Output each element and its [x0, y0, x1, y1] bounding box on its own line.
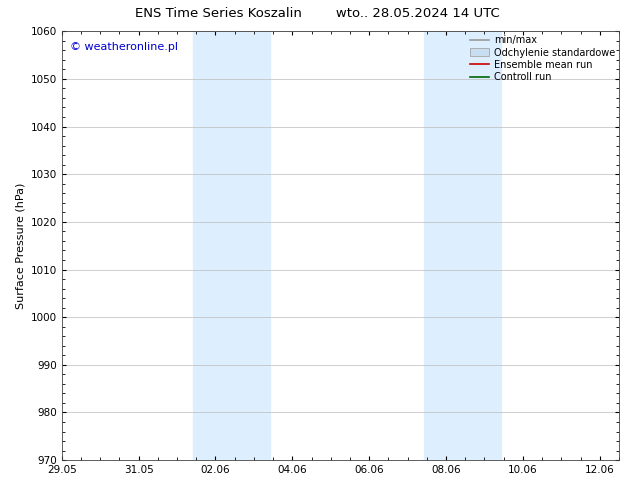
Bar — [424, 31, 501, 460]
Bar — [193, 31, 270, 460]
Text: © weatheronline.pl: © weatheronline.pl — [70, 42, 178, 52]
Y-axis label: Surface Pressure (hPa): Surface Pressure (hPa) — [15, 182, 25, 309]
Text: ENS Time Series Koszalin        wto.. 28.05.2024 14 UTC: ENS Time Series Koszalin wto.. 28.05.202… — [134, 7, 500, 21]
Legend: min/max, Odchylenie standardowe, Ensemble mean run, Controll run: min/max, Odchylenie standardowe, Ensembl… — [468, 33, 617, 84]
